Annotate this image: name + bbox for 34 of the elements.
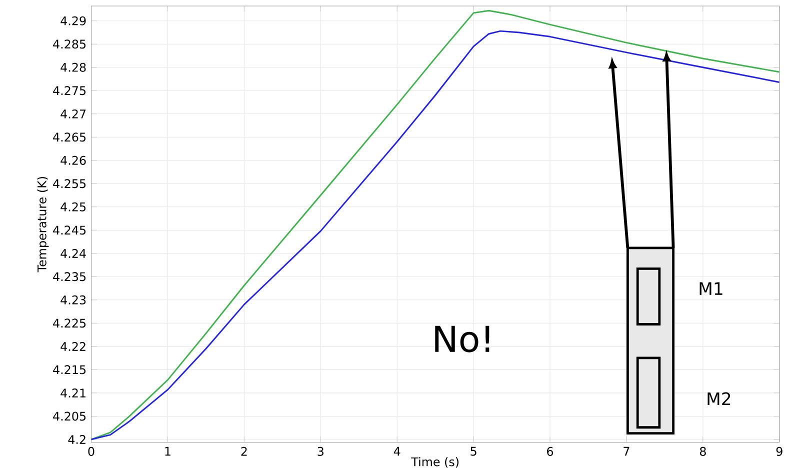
y-tick-label: 4.27 [60,109,86,118]
y-tick-label: 4.235 [53,272,86,282]
x-axis-title: Time (s) [411,457,458,468]
x-tick-label: 7 [624,446,630,456]
y-tick-label: 4.24 [60,248,86,258]
y-tick-label: 4.255 [53,179,86,188]
annotation: No! [435,326,490,352]
x-tick-label: 2 [241,446,247,456]
y-tick-label: 4.21 [60,388,86,398]
y-tick-label: 4.245 [53,226,86,235]
y-tick-label: 4.29 [60,16,86,26]
y-axis-title: Temperature (K) [37,177,49,272]
y-tick-label: 4.225 [53,318,86,328]
x-tick-label: 8 [700,446,706,456]
x-tick-label: 3 [318,446,324,456]
y-tick-label: 4.215 [53,365,86,374]
y-tick-label: 4.205 [53,412,86,421]
y-tick-label: 4.22 [60,342,86,351]
y-tick-label: 4.275 [53,86,86,96]
annotation: M1 [700,282,722,295]
x-tick-label: 5 [470,446,476,456]
x-tick-label: 9 [776,446,782,456]
y-tick-label: 4.26 [60,156,86,165]
y-tick-label: 4.23 [60,295,86,304]
x-tick-label: 6 [547,446,554,456]
y-tick-label: 4.28 [60,62,86,72]
x-tick-label: 1 [165,446,170,456]
y-tick-label: 4.2 [68,435,86,444]
y-tick-label: 4.25 [60,202,86,212]
x-tick-label: 4 [394,446,400,456]
y-tick-label: 4.285 [53,40,86,49]
y-tick-label: 4.265 [53,132,86,142]
annotation: M2 [708,392,730,405]
x-tick-label: 0 [88,446,94,456]
